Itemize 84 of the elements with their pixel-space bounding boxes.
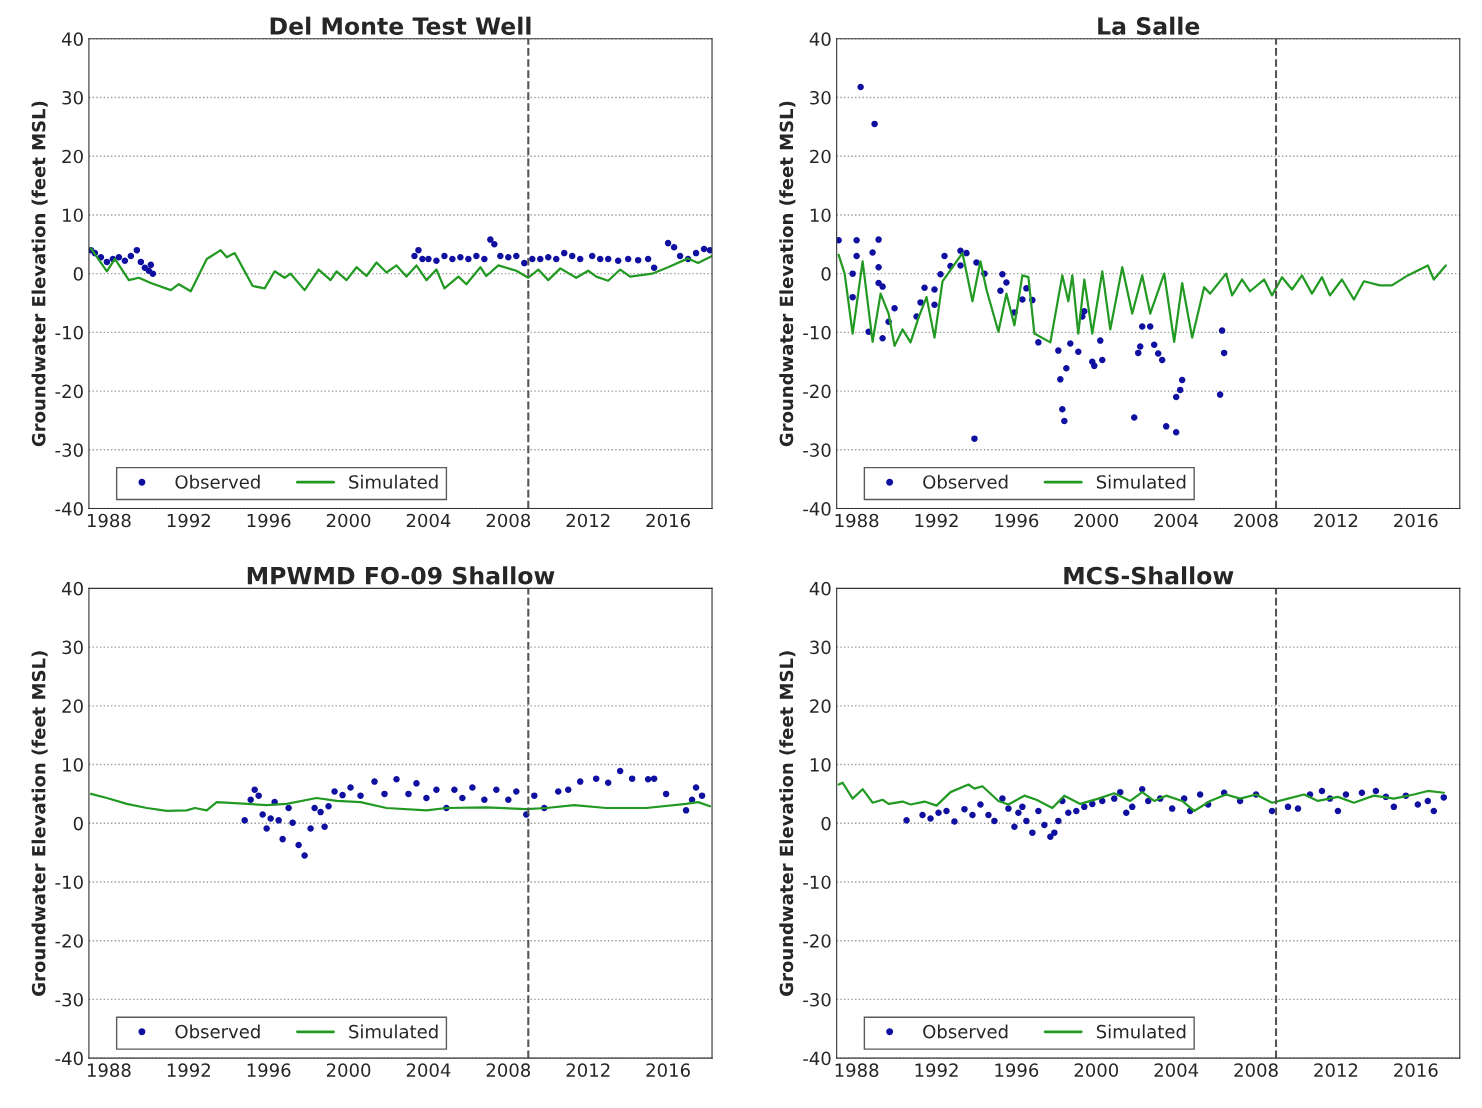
x-tick-label: 2000 xyxy=(326,513,371,528)
y-tick-label: -10 xyxy=(803,325,831,340)
y-tick-label: -30 xyxy=(55,443,83,457)
x-tick-label: 2012 xyxy=(566,513,610,528)
x-tick-label: 2000 xyxy=(1074,513,1119,528)
y-tick-label: -40 xyxy=(55,1051,83,1066)
y-tick-label: -40 xyxy=(803,501,831,516)
x-tick-label: 2004 xyxy=(406,1063,451,1077)
y-tick-label: 0 xyxy=(73,267,83,281)
y-tick-label: 10 xyxy=(63,208,83,223)
y-tick-label: 30 xyxy=(62,90,83,105)
chart-title: MPWMD FO-09 Shallow xyxy=(247,566,555,585)
y-axis-title: Groundwater Elevation (feet MSL) xyxy=(779,101,796,447)
x-tick-label: 1992 xyxy=(167,513,210,528)
x-tick-label: 2016 xyxy=(646,513,690,528)
y-tick-label: -30 xyxy=(803,992,831,1007)
y-tick-label: -40 xyxy=(55,501,83,516)
x-tick-label: 2012 xyxy=(566,1063,610,1077)
x-tick-label: 2008 xyxy=(486,513,531,528)
y-tick-label: 40 xyxy=(61,581,83,596)
legend-label: Simulated xyxy=(349,1024,438,1039)
legend-label: Simulated xyxy=(1096,474,1186,489)
x-tick-label: 2008 xyxy=(1234,513,1278,528)
x-tick-label: 2004 xyxy=(1154,1063,1199,1077)
x-tick-label: 1988 xyxy=(835,513,879,528)
legend-label: Observed xyxy=(175,474,260,489)
x-tick-label: 1996 xyxy=(247,513,291,528)
x-tick-label: 1996 xyxy=(247,1063,291,1077)
x-tick-label: 1988 xyxy=(835,1063,879,1077)
y-tick-label: 40 xyxy=(809,581,831,596)
y-tick-label: 40 xyxy=(809,32,831,46)
legend-label: Observed xyxy=(923,474,1008,489)
y-tick-label: -40 xyxy=(803,1051,831,1066)
y-tick-label: 20 xyxy=(810,699,831,713)
legend-label: Observed xyxy=(923,1024,1008,1039)
chart-title: MCS-Shallow xyxy=(1064,566,1234,585)
y-axis-title: Groundwater Elevation (feet MSL) xyxy=(779,651,796,996)
y-tick-label: 10 xyxy=(63,758,83,772)
x-tick-label: 1992 xyxy=(915,513,958,528)
x-tick-label: 2012 xyxy=(1314,513,1358,528)
y-tick-label: 40 xyxy=(61,32,83,46)
x-tick-label: 2000 xyxy=(1074,1063,1119,1077)
chart-title: Del Monte Test Well xyxy=(270,16,531,35)
y-tick-label: 0 xyxy=(821,816,831,831)
y-tick-label: -10 xyxy=(55,325,83,340)
y-tick-label: 20 xyxy=(810,149,831,164)
x-tick-label: 1988 xyxy=(87,513,131,528)
y-tick-label: -20 xyxy=(803,934,831,948)
y-tick-label: 10 xyxy=(810,208,831,223)
y-tick-label: 0 xyxy=(73,816,83,831)
y-tick-label: -20 xyxy=(55,934,83,948)
y-axis-title: Groundwater Elevation (feet MSL) xyxy=(31,651,48,996)
x-tick-label: 1996 xyxy=(995,513,1039,528)
x-tick-label: 1988 xyxy=(87,1063,131,1077)
x-tick-label: 1992 xyxy=(167,1063,210,1077)
legend-label: Simulated xyxy=(349,474,438,489)
x-tick-label: 2016 xyxy=(1394,1063,1438,1077)
x-tick-label: 2012 xyxy=(1314,1063,1358,1077)
x-tick-label: 2008 xyxy=(486,1063,531,1077)
legend-label: Observed xyxy=(175,1024,260,1039)
y-tick-label: 20 xyxy=(62,699,83,713)
x-tick-label: 1992 xyxy=(915,1063,958,1077)
y-tick-label: 30 xyxy=(810,90,831,105)
y-tick-label: 10 xyxy=(810,758,831,772)
chart-title: La Salle xyxy=(1098,16,1200,35)
y-tick-label: -30 xyxy=(55,992,83,1007)
y-tick-label: 30 xyxy=(810,640,831,655)
x-tick-label: 2016 xyxy=(646,1063,690,1077)
y-tick-label: -20 xyxy=(55,384,83,399)
y-tick-label: 0 xyxy=(821,267,831,281)
y-tick-label: -20 xyxy=(803,384,831,399)
y-tick-label: -10 xyxy=(55,875,83,890)
legend-label: Simulated xyxy=(1096,1024,1186,1039)
y-tick-label: 30 xyxy=(62,640,83,655)
y-axis-title: Groundwater Elevation (feet MSL) xyxy=(31,101,48,447)
x-tick-label: 1996 xyxy=(995,1063,1039,1077)
y-tick-label: 20 xyxy=(62,149,83,164)
x-tick-label: 2004 xyxy=(1154,513,1199,528)
y-tick-label: -10 xyxy=(803,875,831,890)
x-tick-label: 2008 xyxy=(1234,1063,1278,1077)
x-tick-label: 2000 xyxy=(326,1063,371,1077)
y-tick-label: -30 xyxy=(803,443,831,457)
x-tick-label: 2004 xyxy=(406,513,451,528)
x-tick-label: 2016 xyxy=(1394,513,1438,528)
